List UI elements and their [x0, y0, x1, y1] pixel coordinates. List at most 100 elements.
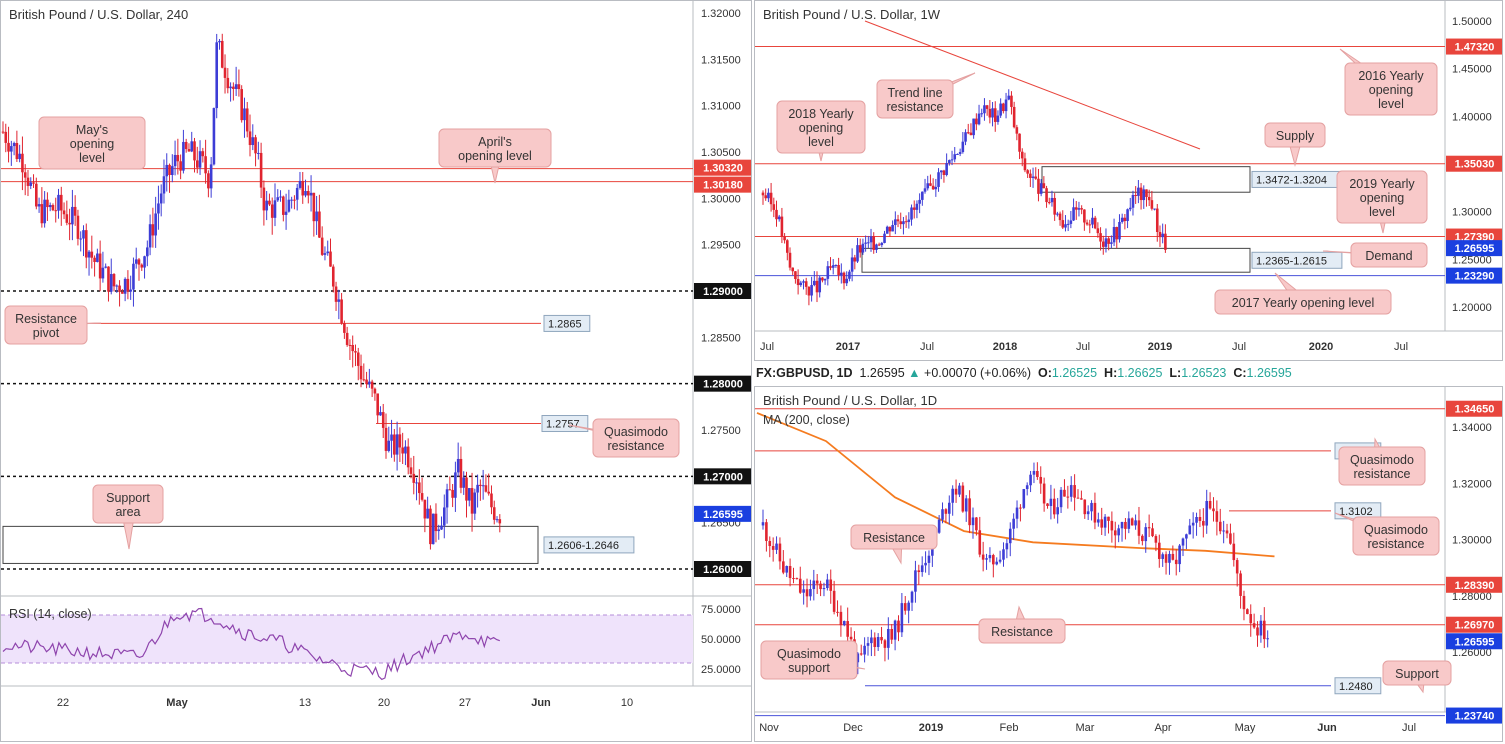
price-tag-bg: [1446, 400, 1502, 417]
c1d-candle: [836, 611, 839, 613]
c1d-candle: [822, 588, 826, 590]
chart-daily-svg[interactable]: 1.34000 1.32000 1.30000 1.28000 1.26000 1.346…: [755, 387, 1503, 742]
c240-candle: [276, 197, 280, 201]
price-tag: 1.28000: [703, 379, 743, 391]
rsi-tick-label: 75.0000: [701, 604, 741, 616]
c240-candle: [123, 278, 127, 294]
chart-panel-daily[interactable]: 1.34000 1.32000 1.30000 1.28000 1.26000 1.346…: [754, 386, 1503, 742]
y-tick-label: 1.34000: [1452, 422, 1492, 434]
c1d-candle: [812, 580, 816, 590]
c240-candle: [62, 210, 66, 215]
callout-qm-support-text: support: [788, 661, 830, 675]
y-tick-label: 1.30000: [1452, 535, 1492, 547]
c240-candle: [459, 458, 463, 488]
chart-weekly-svg[interactable]: 1.500001.450001.400001.350001.300001.250…: [755, 1, 1503, 361]
c1w-candle: [1123, 217, 1127, 222]
c1w-candle: [896, 219, 900, 222]
ma-label: MA (200, close): [763, 413, 850, 427]
c1d-candle: [870, 637, 873, 644]
c1d-candle: [1229, 533, 1232, 544]
c240-candle: [168, 164, 171, 176]
level-tag-demand: 1.2365-1.2615: [1256, 255, 1327, 267]
callout-supply-box: [1264, 122, 1326, 148]
y-tick-label: 1.32000: [701, 8, 741, 20]
price-tag-bg: [694, 468, 751, 485]
c1w-candle: [1104, 238, 1108, 247]
c1w-candle: [996, 115, 1000, 122]
c1w-candle: [840, 272, 843, 276]
c1w-candle: [1029, 173, 1032, 178]
c240-candle: [393, 434, 396, 455]
c1w-candle: [910, 207, 913, 220]
c1w-candle: [1145, 189, 1148, 197]
c1d-candle: [1015, 507, 1019, 519]
c1w-candle: [969, 132, 973, 136]
trend-line: [864, 20, 1201, 150]
callout-2017-open-text: 2017 Yearly opening level: [1232, 296, 1374, 310]
c1d-candle: [1222, 530, 1225, 532]
c1d-candle: [995, 561, 999, 565]
c240-candle: [68, 222, 71, 225]
open-label: O:: [1038, 366, 1052, 380]
c1d-candle: [849, 636, 853, 640]
c1w-candle: [1077, 208, 1081, 210]
c240-candle: [218, 40, 221, 43]
chart-panel-weekly[interactable]: 1.500001.450001.400001.350001.300001.250…: [754, 0, 1503, 361]
c1d-candle: [1185, 534, 1188, 539]
chart-panel-240[interactable]: 1.32000 1.31500 1.31000 1.30500 1.30000 1.295…: [0, 0, 752, 742]
y-tick-label: 1.40000: [1452, 111, 1492, 123]
c240-candle: [176, 154, 180, 162]
c1d-candle: [1097, 519, 1100, 523]
c1d-candle: [1036, 470, 1039, 477]
c1d-candle: [1049, 498, 1053, 507]
low-label: L:: [1169, 366, 1182, 380]
symbol-label: FX:GBPUSD, 1D: [756, 366, 853, 380]
c240-candle: [4, 131, 8, 143]
c1w-candle: [1047, 202, 1051, 204]
callout-qm-resistance-1-text: Quasimodo: [1350, 453, 1414, 467]
c1w-candle: [1053, 197, 1056, 215]
c240-candle: [59, 194, 63, 211]
c1d-candle: [1093, 502, 1097, 523]
c1d-candle: [981, 554, 985, 560]
c240-candle: [487, 491, 490, 494]
x-tick-label: Jul: [1232, 341, 1246, 353]
c1w-candle: [821, 277, 824, 281]
c1d-candle: [1032, 470, 1036, 475]
c1w-candle: [1161, 233, 1164, 238]
c240-candle: [354, 351, 357, 353]
c1d-candle: [1130, 518, 1134, 526]
c240-candle: [245, 108, 249, 132]
chart-title: British Pound / U.S. Dollar, 1W: [763, 7, 941, 22]
c240-candle: [237, 84, 241, 90]
c1w-candle: [958, 152, 962, 154]
c1d-candle: [1161, 554, 1164, 559]
c1d-candle: [992, 555, 995, 565]
c1d-candle: [1208, 500, 1212, 509]
c1d-candle: [1225, 530, 1229, 534]
c1d-candle: [1198, 517, 1202, 521]
c240-candle: [1, 131, 5, 133]
c240-candle: [401, 447, 404, 454]
c240-candle: [279, 196, 282, 198]
c240-candle: [151, 224, 155, 236]
c1w-candle: [1015, 127, 1019, 134]
c1w-candle: [985, 105, 989, 109]
c1w-candle: [891, 225, 894, 232]
c1d-candle: [1120, 521, 1124, 529]
c240-candle: [90, 251, 94, 258]
c1w-candle: [926, 183, 930, 189]
callout-2019-open-text: 2019 Yearly: [1349, 177, 1415, 191]
c1d-candle: [1171, 553, 1175, 560]
c240-candle: [304, 191, 307, 196]
c1d-candle: [1039, 476, 1043, 484]
c240-candle: [112, 274, 116, 287]
c1w-candle: [764, 195, 768, 199]
chart-240-svg[interactable]: 1.32000 1.31500 1.31000 1.30500 1.30000 1.295…: [1, 1, 752, 742]
c1d-candle: [1059, 489, 1063, 508]
x-tick-label: 10: [621, 697, 633, 709]
c1d-candle: [927, 555, 931, 563]
c240-candle: [451, 489, 454, 498]
c1w-candle: [1120, 217, 1124, 222]
c240-candle: [331, 266, 335, 287]
